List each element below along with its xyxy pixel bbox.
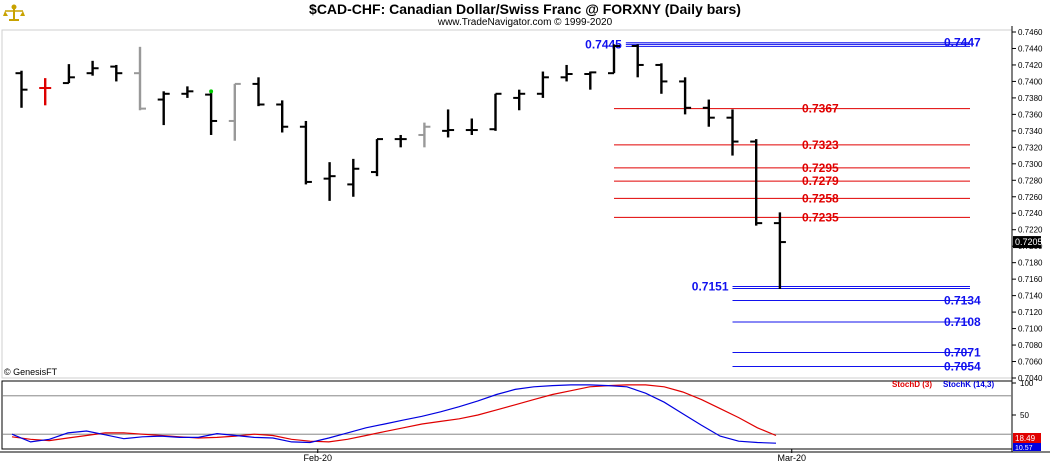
price-tick-label: 0.7140 (1018, 292, 1043, 301)
price-tick-label: 0.7400 (1018, 77, 1043, 86)
date-tick-label: Feb-20 (303, 453, 332, 463)
stochastic-tick-label: 50 (1020, 411, 1029, 420)
stochastic-legend-entry: StochK (14,3) (943, 380, 994, 389)
ohlc-bar (228, 82, 241, 141)
price-tick-label: 0.7300 (1018, 160, 1043, 169)
trade-navigator-logo-icon (3, 2, 25, 27)
date-tick-label: Mar-20 (777, 453, 806, 463)
price-tick-label: 0.7160 (1018, 275, 1043, 284)
ohlc-bar (371, 138, 383, 177)
signal-dot (209, 89, 214, 94)
price-tick-label: 0.7220 (1018, 226, 1043, 235)
ohlc-bar (39, 78, 52, 106)
ohlc-bar (679, 77, 692, 115)
ohlc-bar (110, 64, 123, 82)
ohlc-bar (773, 212, 786, 290)
ohlc-bar (560, 64, 573, 82)
ohlc-bar (513, 89, 526, 111)
ohlc-bar (442, 109, 455, 138)
price-tick-label: 0.7380 (1018, 94, 1043, 103)
ohlc-bar (608, 44, 620, 75)
ohlc-bar (702, 99, 715, 127)
ohlc-bar (631, 44, 644, 78)
level-label: 0.7054 (944, 359, 981, 373)
ohlc-bar (726, 109, 739, 156)
price-tick-label: 0.7280 (1018, 176, 1043, 185)
level-label: 0.7445 (585, 37, 622, 51)
ohlc-bar (323, 162, 336, 201)
price-tick-label: 0.7320 (1018, 143, 1043, 152)
ohlc-bar (394, 134, 407, 148)
ohlc-bar (418, 122, 431, 148)
level-label: 0.7323 (802, 138, 839, 152)
price-tick-label: 0.7420 (1018, 61, 1043, 70)
ohlc-bar (750, 139, 763, 226)
ohlc-bar (536, 71, 549, 98)
data-credit: © GenesisFT (4, 367, 58, 377)
level-label: 0.7279 (802, 174, 839, 188)
price-tick-label: 0.7120 (1018, 308, 1043, 317)
level-label: 0.7295 (802, 161, 839, 175)
ohlc-bar (347, 158, 360, 197)
ohlc-bar (134, 46, 146, 111)
price-tick-label: 0.7240 (1018, 209, 1043, 218)
level-label: 0.7235 (802, 210, 839, 224)
ohlc-bar (62, 64, 75, 85)
price-tick-label: 0.7040 (1018, 374, 1043, 383)
ohlc-bar (15, 70, 28, 108)
ohlc-bar (655, 63, 668, 94)
stochd-readout-box (1013, 433, 1041, 443)
stochastic-tick-label: 100 (1020, 379, 1034, 388)
price-tick-label: 0.7180 (1018, 259, 1043, 268)
stochk-readout-box (1013, 443, 1041, 451)
price-tick-label: 0.7080 (1018, 341, 1043, 350)
level-label: 0.7134 (944, 294, 981, 308)
last-price-label: 0.7205 (1015, 237, 1043, 247)
last-price-box (1013, 236, 1041, 249)
price-tick-label: 0.7060 (1018, 358, 1043, 367)
ohlc-bar (276, 100, 289, 133)
level-label: 0.7108 (944, 315, 981, 329)
level-label: 0.7447 (944, 36, 981, 50)
ohlc-bar (489, 92, 502, 131)
ohlc-bar (181, 86, 194, 98)
stochd-readout: 18.49 (1015, 434, 1036, 443)
chart-title: $CAD-CHF: Canadian Dollar/Swiss Franc @ … (309, 1, 741, 17)
chart-subtitle: www.TradeNavigator.com © 1999-2020 (437, 17, 613, 28)
ohlc-bar (86, 60, 99, 76)
level-label: 0.7151 (692, 280, 729, 294)
price-tick-label: 0.7440 (1018, 44, 1043, 53)
price-tick-label: 0.7340 (1018, 127, 1043, 136)
level-label: 0.7258 (802, 191, 839, 205)
ohlc-bar (157, 91, 170, 126)
price-tick-label: 0.7100 (1018, 325, 1043, 334)
price-pane-frame (1, 29, 1013, 379)
stochastic-legend-entry: StochD (3) (892, 380, 932, 389)
price-tick-label: 0.7360 (1018, 110, 1043, 119)
ohlc-bar (205, 92, 218, 135)
ohlc-bar (584, 71, 597, 90)
stochk-readout: 10.57 (1015, 445, 1033, 452)
price-tick-label: 0.7260 (1018, 193, 1043, 202)
ohlc-bar (252, 77, 265, 107)
ohlc-bar (299, 120, 312, 185)
stochastic-series-line (11, 384, 777, 444)
stochastic-series-line (11, 384, 777, 443)
level-label: 0.7071 (944, 345, 981, 359)
price-tick-label: 0.7460 (1018, 28, 1043, 37)
ohlc-bar (465, 118, 478, 135)
level-label: 0.7367 (802, 102, 839, 116)
